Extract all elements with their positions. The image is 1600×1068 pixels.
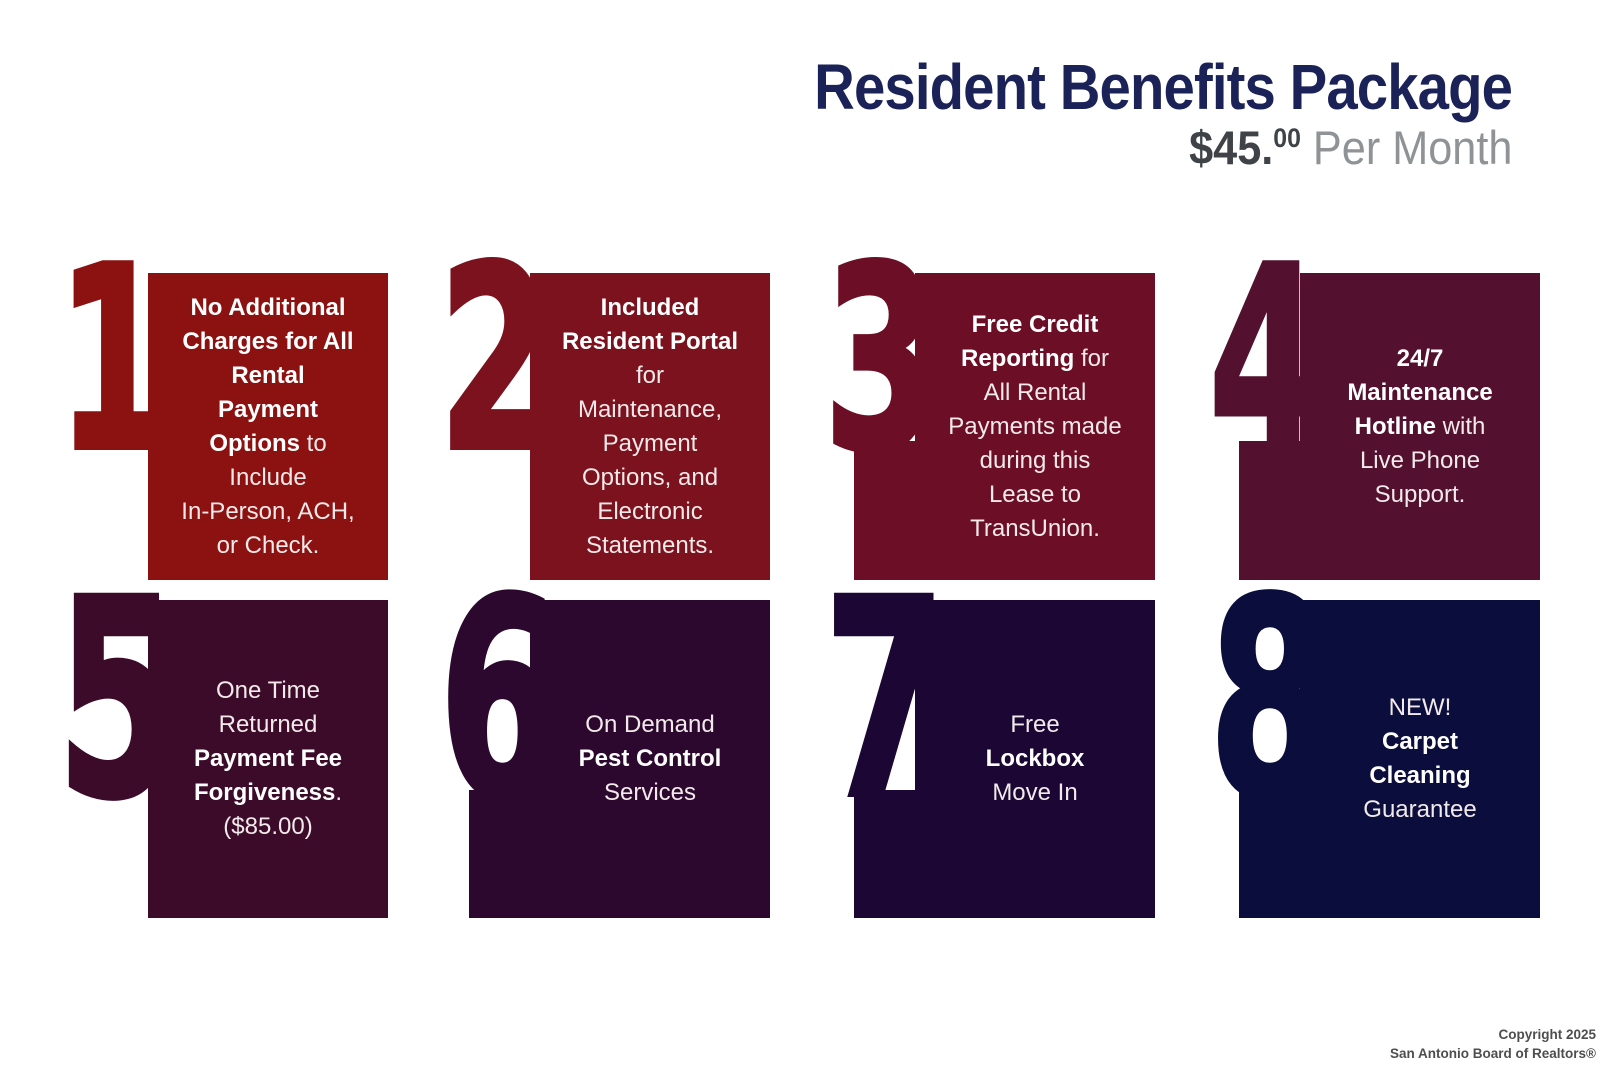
tile-text-line: Cleaning: [1369, 762, 1471, 789]
tile-text-line: All Rental: [983, 378, 1087, 406]
copyright-notice: Copyright 2025 San Antonio Board of Real…: [1390, 1026, 1596, 1064]
tile-number-5: 5: [55, 543, 180, 859]
tile-text-box: Free Lockbox Move In: [915, 600, 1155, 918]
tile-text-line: Hotline with: [1354, 412, 1486, 440]
tile-text-line: Options, and: [581, 463, 719, 491]
tile-text-box: NEW! Carpet Cleaning Guarantee: [1300, 600, 1540, 918]
tile-number-pedestal: [469, 790, 537, 918]
tile-number-pedestal: [854, 441, 922, 580]
price-suffix: Per Month: [1300, 121, 1512, 174]
tile-text-box: 24/7 Maintenance Hotline with Live Phone Sup…: [1300, 273, 1540, 580]
tile-number-2: 2: [437, 214, 553, 507]
tile-text-box: One Time Returned Payment Fee Forgiveness. (…: [148, 600, 388, 918]
price-cents: 00: [1272, 123, 1301, 153]
tile-number-1: 1: [55, 214, 171, 507]
tile-text-line: ($85.00): [223, 813, 313, 840]
tile-number-pedestal: [1239, 790, 1307, 918]
tile-text-line: Rental: [231, 361, 305, 389]
benefit-tile-5: 5 One Time Returned Payment Fee Forgiveness.…: [31, 543, 388, 918]
tile-text-line: Include: [229, 463, 307, 491]
tile-text-line: Support.: [1374, 480, 1466, 508]
tile-text-line: Maintenance,: [577, 395, 723, 423]
tile-text-line: Reporting for: [960, 344, 1109, 372]
tile-text-line: Included: [600, 293, 700, 321]
tile-text-line: TransUnion.: [970, 514, 1100, 542]
tile-text-line: Charges for All: [182, 327, 354, 355]
tile-text-line: for: [635, 361, 664, 389]
tile-text-box: Included Resident Portal for Maintenance, Pa…: [530, 273, 770, 580]
tile-text-line: 24/7: [1396, 344, 1444, 372]
tile-text-line: In-Person, ACH,: [181, 497, 355, 525]
tile-text-line: Payment Fee: [193, 745, 343, 772]
price-line: $45.00 Per Month: [1189, 120, 1512, 175]
tile-text-line: Resident Portal: [561, 327, 739, 355]
benefit-tile-7: 7 Free Lockbox Move In: [798, 562, 1155, 918]
benefit-tile-2: 2 Included Resident Portal for Maintenance, P…: [413, 232, 770, 580]
benefit-tile-8: 8 NEW! Carpet Cleaning Guarantee: [1183, 562, 1540, 918]
tile-text-box: Free Credit Reporting for All Rental Paymen…: [915, 273, 1155, 580]
tile-text-line: No Additional: [190, 293, 346, 321]
tile-text-line: or Check.: [216, 531, 320, 559]
tile-text-line: Electronic: [597, 497, 703, 525]
tile-text-line: Guarantee: [1363, 796, 1477, 823]
tile-number-pedestal: [1239, 441, 1307, 580]
tile-text-line: Forgiveness.: [193, 779, 343, 806]
benefit-tile-3: 3 Free Credit Reporting for All Rental Payme…: [798, 232, 1155, 580]
tile-text-line: NEW!: [1388, 694, 1452, 721]
tile-text-line: Maintenance: [1347, 378, 1493, 406]
benefit-tile-6: 6 On Demand Pest Control Services: [413, 562, 770, 918]
tile-text-line: Lease to: [988, 480, 1082, 508]
tile-text-line: Move In: [992, 779, 1078, 806]
tile-text-line: Pest Control: [578, 745, 722, 772]
benefit-tile-4: 4 24/7 Maintenance Hotline with Live Phone Su…: [1183, 232, 1540, 580]
tile-text-line: Free Credit: [971, 310, 1099, 338]
tile-text-line: Free: [1010, 711, 1060, 738]
tile-text-line: Returned: [218, 711, 318, 738]
copyright-line1: Copyright 2025: [1498, 1027, 1596, 1043]
tile-text-line: Carpet: [1381, 728, 1459, 755]
tile-text-box: On Demand Pest Control Services: [530, 600, 770, 918]
benefit-tile-1: 1 No Additional Charges for All Rental Payme…: [31, 232, 388, 580]
tile-text-line: Options to: [209, 429, 327, 457]
copyright-line2: San Antonio Board of Realtors®: [1390, 1046, 1596, 1062]
tile-text-line: Payment: [602, 429, 698, 457]
tile-text-line: Payments made: [948, 412, 1122, 440]
tile-text-box: No Additional Charges for All Rental Paymen…: [148, 273, 388, 580]
tile-text-line: Payment: [217, 395, 319, 423]
page-title: Resident Benefits Package: [814, 51, 1513, 123]
tile-number-pedestal: [854, 790, 922, 918]
tile-text-line: during this: [979, 446, 1091, 474]
tile-text-line: One Time: [215, 677, 321, 704]
tile-text-line: Services: [603, 779, 697, 806]
price-dollars: $45.: [1188, 121, 1273, 174]
tile-text-line: Live Phone: [1359, 446, 1481, 474]
tile-text-line: Lockbox: [985, 745, 1085, 772]
tile-text-line: Statements.: [585, 531, 715, 559]
tile-text-line: On Demand: [585, 711, 715, 738]
